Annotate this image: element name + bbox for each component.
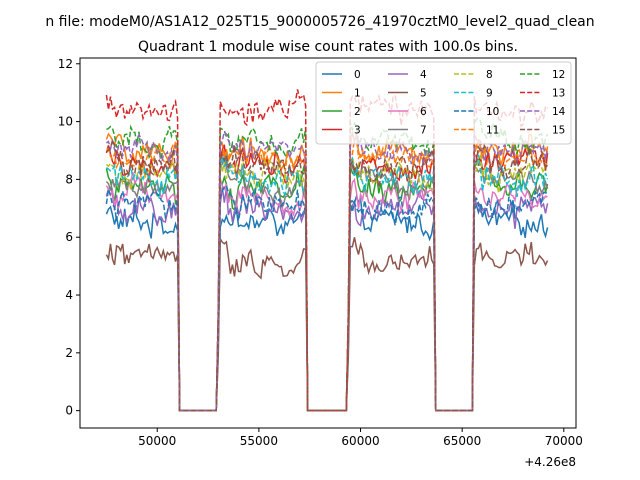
- legend-label-7: 7: [420, 125, 427, 137]
- legend-label-6: 6: [420, 106, 427, 118]
- legend-label-13: 13: [552, 88, 565, 100]
- x-axis: 50000 55000 60000 65000 70000: [138, 428, 583, 448]
- y-tick-label: 12: [58, 57, 73, 71]
- x-offset-label: +4.26e8: [524, 455, 576, 469]
- y-tick-label: 8: [65, 172, 73, 186]
- legend-label-9: 9: [486, 88, 493, 100]
- legend-label-10: 10: [486, 106, 499, 118]
- legend-label-11: 11: [486, 125, 499, 137]
- legend-label-15: 15: [552, 125, 565, 137]
- plot-area-frame: [79, 57, 577, 429]
- legend-label-3: 3: [354, 125, 361, 137]
- y-tick-label: 2: [65, 346, 73, 360]
- legend-label-12: 12: [552, 69, 565, 81]
- legend-label-8: 8: [486, 69, 493, 81]
- y-tick-label: 10: [58, 115, 73, 129]
- legend-label-2: 2: [354, 106, 361, 118]
- series-line-5: [105, 236, 549, 412]
- y-tick-label: 0: [65, 404, 73, 418]
- series-line-9: [105, 153, 549, 412]
- chart-title: Quadrant 1 module wise count rates with …: [138, 39, 518, 55]
- legend-label-4: 4: [420, 69, 427, 81]
- x-tick-label: 55000: [240, 434, 278, 448]
- x-tick-label: 70000: [545, 434, 583, 448]
- series-layer: [105, 89, 549, 412]
- legend-frame: [315, 61, 572, 145]
- y-tick-label: 6: [65, 230, 73, 244]
- series-line-10: [105, 184, 548, 412]
- suptitle: n file: modeM0/AS1A12_025T15_9000005726_…: [45, 14, 594, 30]
- legend-label-5: 5: [420, 88, 427, 100]
- series-line-14: [105, 130, 549, 412]
- y-axis: 0 2 4 6 8 10 12: [58, 57, 80, 418]
- legend-label-0: 0: [354, 69, 361, 81]
- legend-label-1: 1: [354, 88, 361, 100]
- series-line-1: [105, 131, 549, 412]
- x-tick-label: 65000: [443, 434, 481, 448]
- x-tick-label: 60000: [341, 434, 379, 448]
- x-tick-label: 50000: [138, 434, 176, 448]
- series-line-0: [105, 193, 549, 412]
- series-line-4: [105, 186, 549, 412]
- legend-label-14: 14: [552, 106, 566, 118]
- y-tick-label: 4: [65, 288, 73, 302]
- series-line-15: [105, 137, 549, 412]
